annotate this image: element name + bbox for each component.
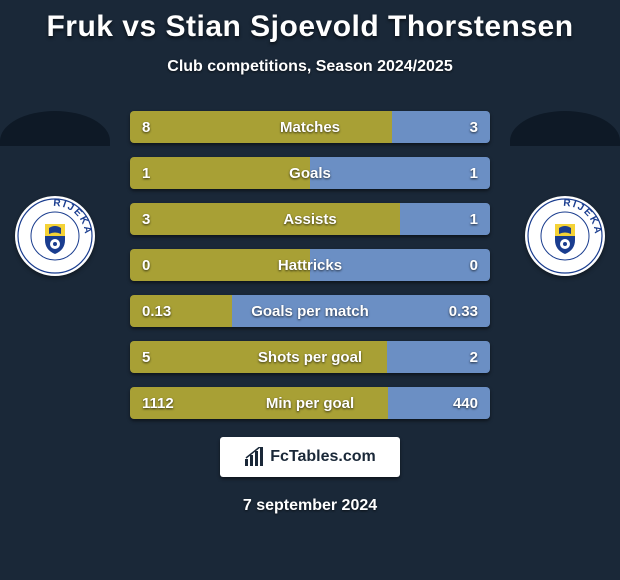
stat-row: Min per goal1112440: [130, 387, 490, 419]
stat-label: Shots per goal: [130, 341, 490, 373]
page-title: Fruk vs Stian Sjoevold Thorstensen: [0, 0, 620, 44]
stat-value-left: 0: [130, 249, 162, 281]
player-left-column: RIJEKA: [5, 111, 105, 276]
stat-label: Matches: [130, 111, 490, 143]
stat-value-left: 8: [130, 111, 162, 143]
stat-label: Assists: [130, 203, 490, 235]
stat-value-right: 0: [458, 249, 490, 281]
stat-value-right: 2: [458, 341, 490, 373]
stat-row: Hattricks0 0: [130, 249, 490, 281]
comparison-content: RIJEKA RIJEKA Matches8 3: [0, 111, 620, 515]
page-subtitle: Club competitions, Season 2024/2025: [0, 58, 620, 76]
stat-value-left: 1112: [130, 387, 186, 419]
stat-label: Hattricks: [130, 249, 490, 281]
stat-value-right: 0.33: [437, 295, 490, 327]
stat-value-right: 1: [458, 157, 490, 189]
chart-icon: [244, 447, 264, 467]
stat-bars: Matches83Goals11Assists31Hattricks00Goal…: [130, 111, 490, 419]
stat-value-right: 1: [458, 203, 490, 235]
brand-badge[interactable]: FcTables.com: [220, 437, 400, 477]
player-right-column: RIJEKA: [515, 111, 615, 276]
stat-value-left: 1: [130, 157, 162, 189]
stat-label: Goals: [130, 157, 490, 189]
stat-row: Goals per match0.130.33: [130, 295, 490, 327]
stat-row: Shots per goal5 2: [130, 341, 490, 373]
stat-row: Matches8 3: [130, 111, 490, 143]
date-text: 7 september 2024: [0, 497, 620, 515]
stat-value-right: 440: [441, 387, 490, 419]
stat-row: Assists3 1: [130, 203, 490, 235]
stat-value-left: 3: [130, 203, 162, 235]
brand-text: FcTables.com: [270, 448, 376, 466]
stat-row: Goals1 1: [130, 157, 490, 189]
player-silhouette-icon: [5, 111, 105, 171]
stat-value-left: 5: [130, 341, 162, 373]
stat-value-right: 3: [458, 111, 490, 143]
club-logo-left: RIJEKA: [15, 196, 95, 276]
player-silhouette-icon: [515, 111, 615, 171]
club-logo-right: RIJEKA: [525, 196, 605, 276]
stat-value-left: 0.13: [130, 295, 183, 327]
